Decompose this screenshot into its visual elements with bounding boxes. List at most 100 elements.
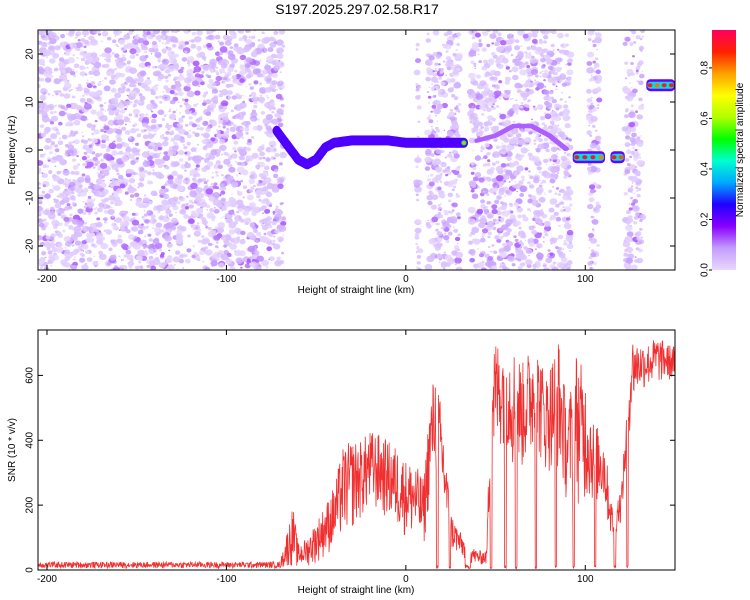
noise-blob	[438, 192, 446, 199]
noise-blob	[221, 236, 225, 240]
noise-blob	[251, 207, 259, 214]
noise-blob	[236, 199, 244, 206]
noise-blob	[256, 195, 261, 199]
noise-blob	[170, 30, 175, 33]
noise-blob	[568, 203, 573, 207]
noise-blob	[439, 179, 441, 182]
noise-blob	[50, 141, 56, 145]
y-tick-label: 0	[25, 147, 36, 153]
noise-blob	[64, 222, 69, 227]
noise-blob	[544, 113, 552, 120]
noise-blob	[168, 213, 173, 217]
noise-blob	[77, 38, 81, 42]
noise-blob	[201, 235, 205, 238]
noise-blob	[145, 30, 148, 33]
noise-blob	[432, 73, 437, 77]
noise-blob	[431, 216, 439, 223]
noise-blob	[157, 163, 163, 169]
noise-blob	[540, 196, 543, 199]
noise-blob	[590, 102, 594, 105]
noise-blob	[38, 258, 45, 264]
noise-blob	[152, 169, 155, 171]
noise-blob	[154, 205, 157, 209]
noise-blob	[176, 201, 181, 205]
noise-blob	[545, 94, 550, 97]
noise-blob	[229, 38, 233, 41]
noise-blob	[555, 85, 558, 88]
noise-blob	[113, 140, 116, 143]
noise-blob	[500, 204, 507, 211]
noise-blob	[38, 160, 44, 166]
noise-blob	[475, 164, 478, 167]
colorbar-title: Normalized spectral amplitude	[735, 82, 746, 217]
noise-blob	[150, 32, 156, 38]
noise-blob	[546, 255, 548, 257]
noise-blob	[488, 123, 492, 126]
noise-blob	[455, 166, 460, 171]
noise-blob	[152, 153, 158, 159]
noise-blob	[220, 266, 222, 268]
noise-blob	[455, 266, 463, 270]
noise-blob	[197, 178, 203, 183]
noise-blob	[100, 107, 105, 112]
noise-blob	[188, 116, 193, 120]
noise-blob	[257, 166, 259, 168]
noise-blob	[263, 87, 265, 89]
noise-blob	[434, 95, 437, 97]
noise-blob	[44, 193, 51, 199]
noise-blob	[261, 144, 265, 147]
noise-blob	[158, 248, 162, 252]
noise-blob	[445, 74, 448, 76]
noise-blob	[486, 107, 492, 112]
noise-blob	[98, 192, 104, 197]
noise-blob	[428, 55, 435, 61]
noise-blob	[131, 226, 139, 232]
noise-blob	[118, 39, 126, 45]
noise-blob	[52, 134, 57, 139]
noise-blob	[39, 107, 43, 111]
noise-blob	[176, 229, 183, 235]
noise-blob	[493, 70, 501, 77]
noise-blob	[487, 159, 491, 163]
noise-blob	[424, 166, 431, 171]
noise-blob	[38, 83, 41, 89]
noise-blob	[430, 153, 435, 157]
noise-blob	[455, 52, 463, 60]
noise-blob	[108, 247, 113, 252]
noise-blob	[447, 224, 452, 228]
noise-blob	[66, 203, 71, 207]
noise-blob	[90, 81, 96, 85]
noise-blob	[156, 207, 158, 210]
noise-blob	[257, 39, 261, 42]
noise-blob	[431, 194, 439, 200]
noise-blob	[148, 260, 156, 267]
noise-blob	[94, 228, 100, 233]
noise-blob	[457, 242, 459, 245]
noise-blob	[527, 93, 530, 96]
noise-blob	[512, 105, 516, 108]
noise-blob	[178, 195, 183, 200]
noise-blob	[633, 157, 638, 161]
noise-blob	[179, 112, 181, 114]
noise-blob	[553, 115, 561, 122]
noise-blob	[274, 168, 279, 173]
noise-blob	[560, 43, 567, 49]
noise-blob	[147, 65, 151, 69]
noise-blob	[126, 94, 129, 97]
noise-blob	[428, 115, 431, 117]
noise-blob	[86, 79, 89, 81]
noise-blob	[160, 257, 163, 260]
noise-blob	[195, 196, 202, 203]
noise-blob	[591, 164, 594, 167]
noise-blob	[179, 208, 187, 215]
noise-blob	[217, 31, 220, 33]
noise-blob	[471, 30, 474, 33]
noise-blob	[635, 215, 639, 218]
noise-blob	[181, 115, 185, 119]
noise-blob	[230, 33, 237, 40]
noise-blob	[224, 83, 226, 85]
noise-blob	[239, 54, 247, 61]
noise-blob	[627, 254, 630, 257]
